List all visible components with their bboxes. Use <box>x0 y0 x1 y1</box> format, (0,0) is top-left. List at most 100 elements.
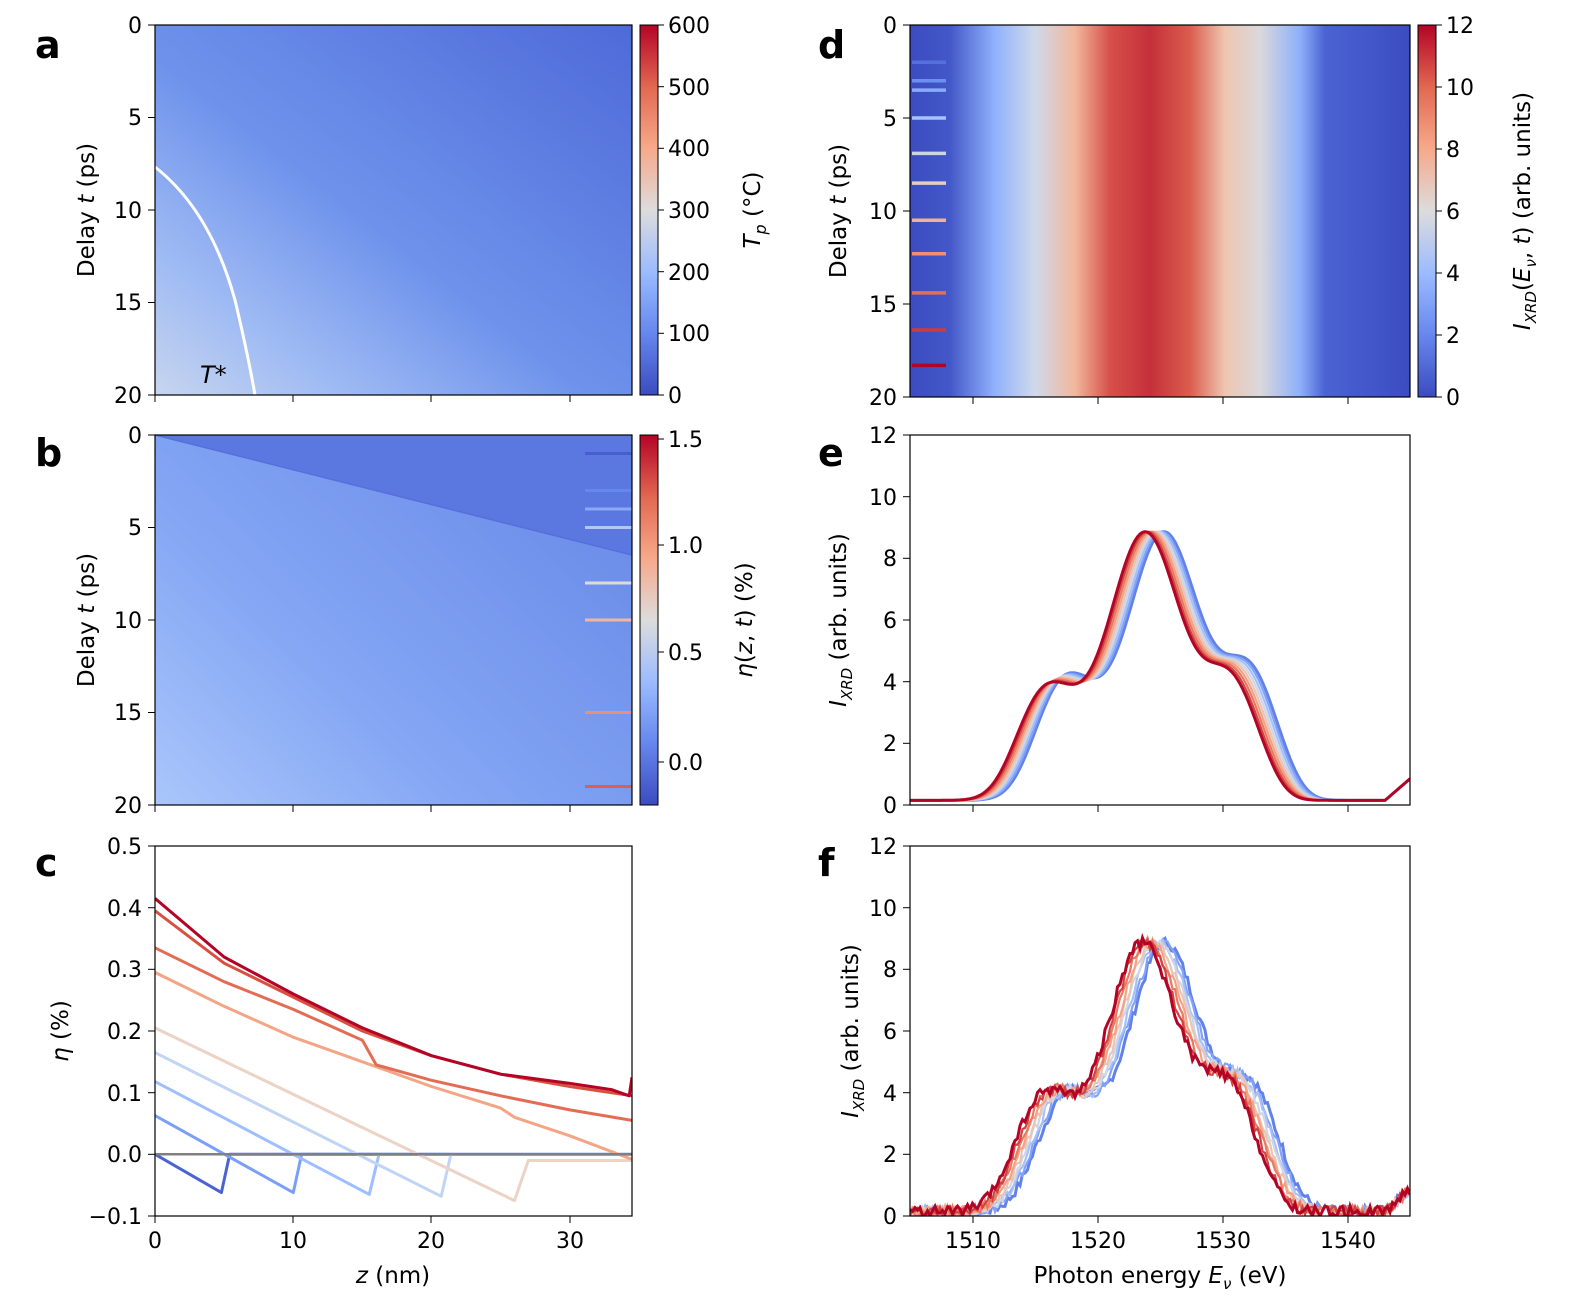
ytick-f-8: 8 <box>883 958 897 983</box>
cbar-a-400: 400 <box>668 137 710 162</box>
ytick-e-2: 2 <box>883 732 897 757</box>
xtick-f-1510: 1510 <box>945 1229 1001 1254</box>
ytick-e-4: 4 <box>883 671 897 696</box>
ytick-d-10: 10 <box>869 200 897 225</box>
cbar-a-500: 500 <box>668 76 710 101</box>
yticks-b: 0 5 10 15 20 <box>114 424 155 819</box>
line-c-t=8ps <box>155 1026 632 1203</box>
panel-letter-a: a <box>35 23 61 67</box>
panel-letter-e: e <box>818 431 844 475</box>
xticks-a <box>154 395 571 402</box>
ytick-f-2: 2 <box>883 1143 897 1168</box>
line-c-t=10ps <box>155 971 632 1161</box>
ytick-f-0: 0 <box>883 1205 897 1230</box>
ytick-e-6: 6 <box>883 609 897 634</box>
ytick-d-0: 0 <box>883 14 897 39</box>
ytick-a-20: 20 <box>114 384 142 409</box>
ytick-c-0.1: 0.1 <box>107 1082 142 1107</box>
ytick-d-15: 15 <box>869 293 897 318</box>
cbar-b-0.5: 0.5 <box>668 641 703 666</box>
ytick-b-10: 10 <box>114 609 142 634</box>
panel-letter-c: c <box>35 841 58 885</box>
ytick-e-0: 0 <box>883 794 897 819</box>
cbar-a-200: 200 <box>668 261 710 286</box>
cbar-label-b: η(z, t) (%) <box>732 562 758 677</box>
ytick-a-15: 15 <box>114 291 142 316</box>
cbar-d-12: 12 <box>1446 14 1474 39</box>
panel-e: e 12 10 8 6 4 2 0 IXRD (arb. units) <box>818 424 1411 819</box>
heatmap-a <box>155 25 632 395</box>
panel-letter-f: f <box>818 841 835 885</box>
ytick-a-0: 0 <box>128 14 142 39</box>
ytick-b-15: 15 <box>114 701 142 726</box>
ytick-d-20: 20 <box>869 386 897 411</box>
front-line-b <box>154 434 633 556</box>
cbar-ticks-d: 12 10 8 6 4 2 0 <box>1436 14 1474 411</box>
ytick-c-0.4: 0.4 <box>107 897 142 922</box>
cbar-d-2: 2 <box>1446 324 1460 349</box>
panel-d: d 0 5 10 15 20 Delay t (ps) 12 10 8 <box>818 14 1540 411</box>
ytick-f-10: 10 <box>869 897 897 922</box>
cbar-d-0: 0 <box>1446 386 1460 411</box>
yticks-a: 0 5 10 15 20 <box>114 14 155 409</box>
spectrum-f-8 <box>910 932 1410 1216</box>
yticks-d: 0 5 10 15 20 <box>869 14 910 411</box>
ylabel-b: Delay t (ps) <box>74 553 100 687</box>
panel-a: a T* 0 5 10 15 20 Delay t (ps) 600 500 <box>35 14 770 409</box>
ytick-e-12: 12 <box>869 424 897 449</box>
ytick-c-0.2: 0.2 <box>107 1020 142 1045</box>
ytick-c-m0.1: −0.1 <box>89 1205 142 1230</box>
cbar-a-0: 0 <box>668 384 682 409</box>
ytick-f-12: 12 <box>869 835 897 860</box>
xticks-c: 0 10 20 30 <box>148 1216 584 1254</box>
panel-letter-d: d <box>818 23 845 67</box>
line-c-t=20ps <box>155 897 632 1098</box>
xtick-f-1530: 1530 <box>1195 1229 1251 1254</box>
delay-markers-b <box>585 452 632 788</box>
ytick-c-0.0: 0.0 <box>107 1143 142 1168</box>
yticks-e: 12 10 8 6 4 2 0 <box>869 424 910 819</box>
ytick-b-20: 20 <box>114 794 142 819</box>
line-c-t=15ps <box>155 946 632 1122</box>
xticks-d <box>972 397 1349 404</box>
ytick-f-4: 4 <box>883 1082 897 1107</box>
cbar-d-8: 8 <box>1446 138 1460 163</box>
ylabel-c: η (%) <box>48 1000 74 1062</box>
ytick-e-10: 10 <box>869 486 897 511</box>
panel-f: f 12 10 8 6 4 2 0 1510 1520 1530 1540 Ph… <box>818 835 1411 1293</box>
delay-markers-d <box>912 60 946 368</box>
xlabel-c: z (nm) <box>355 1263 430 1289</box>
xtick-f-1520: 1520 <box>1070 1229 1126 1254</box>
cbar-b-1.0: 1.0 <box>668 534 703 559</box>
lines-c <box>155 897 632 1203</box>
xtick-c-10: 10 <box>279 1229 307 1254</box>
spectrum-e-8 <box>910 530 1410 802</box>
xtick-f-1540: 1540 <box>1320 1229 1376 1254</box>
xtick-c-20: 20 <box>417 1229 445 1254</box>
ytick-e-8: 8 <box>883 547 897 572</box>
cbar-d-6: 6 <box>1446 200 1460 225</box>
cbar-a-100: 100 <box>668 322 710 347</box>
ylabel-e: IXRD (arb. units) <box>826 533 856 707</box>
ytick-a-5: 5 <box>128 106 142 131</box>
yticks-f: 12 10 8 6 4 2 0 <box>869 835 910 1230</box>
cbar-d-4: 4 <box>1446 262 1460 287</box>
colorbar-b <box>639 434 659 806</box>
cbar-a-300: 300 <box>668 199 710 224</box>
cbar-d-10: 10 <box>1446 76 1474 101</box>
ylabel-a: Delay t (ps) <box>74 143 100 277</box>
cbar-label-a: Tp (°C) <box>740 171 770 248</box>
xticks-e <box>972 805 1349 812</box>
contour-t-star <box>154 165 257 396</box>
ytick-f-6: 6 <box>883 1020 897 1045</box>
cbar-b-0.0: 0.0 <box>668 751 703 776</box>
panel-b: b 0 5 10 15 20 Delay t (ps) 1.5 1.0 0.5 <box>35 424 758 819</box>
plot-area-e <box>910 435 1410 805</box>
lines-f <box>910 932 1410 1216</box>
cbar-ticks-b: 1.5 1.0 0.5 0.0 <box>658 428 703 776</box>
panel-c: c 0.5 0.4 0.3 0.2 0.1 0.0 −0.1 0 10 20 3… <box>35 835 633 1289</box>
xlabel-f: Photon energy Eν (eV) <box>1033 1263 1286 1293</box>
cbar-a-600: 600 <box>668 14 710 39</box>
xtick-c-0: 0 <box>148 1229 162 1254</box>
cbar-b-1.5: 1.5 <box>668 428 703 453</box>
